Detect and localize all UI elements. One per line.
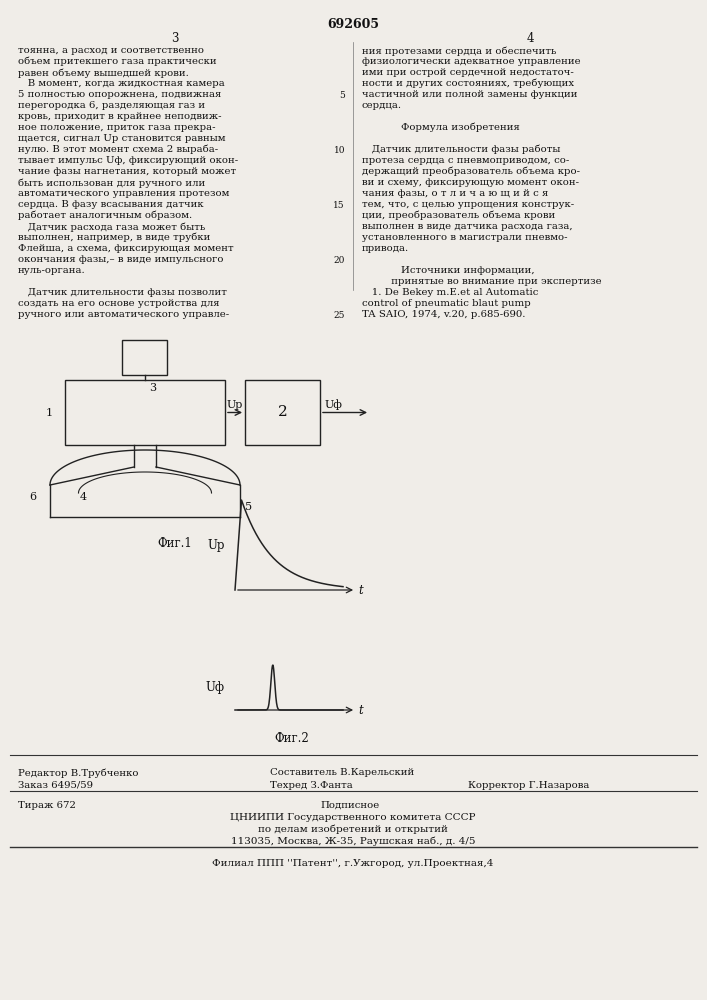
Text: В момент, когда жидкостная камера: В момент, когда жидкостная камера xyxy=(18,79,225,88)
Text: создать на его основе устройства для: создать на его основе устройства для xyxy=(18,299,219,308)
Text: 5: 5 xyxy=(339,91,345,100)
Text: тывает импульс Uф, фиксирующий окон-: тывает импульс Uф, фиксирующий окон- xyxy=(18,156,238,165)
Text: тем, что, с целью упрощения конструк-: тем, что, с целью упрощения конструк- xyxy=(362,200,574,209)
Text: Датчик расхода газа может быть: Датчик расхода газа может быть xyxy=(18,222,205,232)
Text: ное положение, приток газа прекра-: ное положение, приток газа прекра- xyxy=(18,123,216,132)
Text: ния протезами сердца и обеспечить: ния протезами сердца и обеспечить xyxy=(362,46,556,55)
Text: Датчик длительности фазы позволит: Датчик длительности фазы позволит xyxy=(18,288,227,297)
Text: Uф: Uф xyxy=(325,399,343,410)
Text: ручного или автоматического управле-: ручного или автоматического управле- xyxy=(18,310,229,319)
Text: кровь, приходит в крайнее неподвиж-: кровь, приходит в крайнее неподвиж- xyxy=(18,112,221,121)
Text: 15: 15 xyxy=(334,201,345,210)
Text: 3: 3 xyxy=(149,383,156,393)
Text: Флейша, а схема, фиксирующая момент: Флейша, а схема, фиксирующая момент xyxy=(18,244,233,253)
Text: 5 полностью опорожнена, подвижная: 5 полностью опорожнена, подвижная xyxy=(18,90,221,99)
Text: равен объему вышедшей крови.: равен объему вышедшей крови. xyxy=(18,68,189,78)
Text: 113035, Москва, Ж-35, Раушская наб., д. 4/5: 113035, Москва, Ж-35, Раушская наб., д. … xyxy=(230,837,475,846)
Text: протеза сердца с пневмоприводом, со-: протеза сердца с пневмоприводом, со- xyxy=(362,156,569,165)
Text: 692605: 692605 xyxy=(327,18,379,31)
Text: Фиг.1: Фиг.1 xyxy=(158,537,192,550)
Text: Тираж 672: Тираж 672 xyxy=(18,801,76,810)
Text: Uф: Uф xyxy=(206,681,225,694)
Text: ЦНИИПИ Государственного комитета СССР: ЦНИИПИ Государственного комитета СССР xyxy=(230,813,476,822)
Text: чание фазы нагнетания, который может: чание фазы нагнетания, который может xyxy=(18,167,236,176)
Text: выполнен, например, в виде трубки: выполнен, например, в виде трубки xyxy=(18,233,211,242)
Text: 1: 1 xyxy=(46,408,53,418)
Text: сердца.: сердца. xyxy=(362,101,402,110)
Text: 2: 2 xyxy=(278,406,287,420)
Text: выполнен в виде датчика расхода газа,: выполнен в виде датчика расхода газа, xyxy=(362,222,573,231)
Text: Корректор Г.Назарова: Корректор Г.Назарова xyxy=(468,781,590,790)
Text: Датчик длительности фазы работы: Датчик длительности фазы работы xyxy=(362,145,561,154)
Bar xyxy=(65,380,225,445)
Text: t: t xyxy=(358,584,363,596)
Text: Техред З.Фанта: Техред З.Фанта xyxy=(270,781,353,790)
Text: 20: 20 xyxy=(334,256,345,265)
Text: Редактор В.Трубченко: Редактор В.Трубченко xyxy=(18,768,139,778)
Text: нуль-органа.: нуль-органа. xyxy=(18,266,86,275)
Bar xyxy=(122,340,168,375)
Text: 5: 5 xyxy=(245,502,252,512)
Text: ности и других состояниях, требующих: ности и других состояниях, требующих xyxy=(362,79,574,89)
Text: Филиал ППП ''Патент'', г.Ужгород, ул.Проектная,4: Филиал ППП ''Патент'', г.Ужгород, ул.Про… xyxy=(212,859,493,868)
Text: физиологически адекватное управление: физиологически адекватное управление xyxy=(362,57,580,66)
Text: работает аналогичным образом.: работает аналогичным образом. xyxy=(18,211,192,221)
Text: Фиг.2: Фиг.2 xyxy=(274,732,309,745)
Text: установленного в магистрали пневмо-: установленного в магистрали пневмо- xyxy=(362,233,568,242)
Text: TA SAIO, 1974, v.20, p.685-690.: TA SAIO, 1974, v.20, p.685-690. xyxy=(362,310,525,319)
Text: ции, преобразователь объема крови: ции, преобразователь объема крови xyxy=(362,211,555,221)
Text: привода.: привода. xyxy=(362,244,409,253)
Text: 4: 4 xyxy=(526,32,534,45)
Text: ими при острой сердечной недостаточ-: ими при острой сердечной недостаточ- xyxy=(362,68,574,77)
Text: 10: 10 xyxy=(334,146,345,155)
Text: быть использован для ручного или: быть использован для ручного или xyxy=(18,178,205,188)
Text: принятые во внимание при экспертизе: принятые во внимание при экспертизе xyxy=(362,277,602,286)
Text: объем притекшего газа практически: объем притекшего газа практически xyxy=(18,57,216,66)
Text: перегородка 6, разделяющая газ и: перегородка 6, разделяющая газ и xyxy=(18,101,205,110)
Text: щается, сигнал Up становится равным: щается, сигнал Up становится равным xyxy=(18,134,226,143)
Text: Подписное: Подписное xyxy=(320,801,379,810)
Text: Составитель В.Карельский: Составитель В.Карельский xyxy=(270,768,414,777)
Text: 25: 25 xyxy=(334,311,345,320)
Text: Up: Up xyxy=(227,399,243,410)
Text: control of pneumatic blaut pump: control of pneumatic blaut pump xyxy=(362,299,531,308)
Bar xyxy=(245,380,320,445)
Text: t: t xyxy=(358,704,363,716)
Text: частичной или полной замены функции: частичной или полной замены функции xyxy=(362,90,578,99)
Text: окончания фазы,– в виде импульсного: окончания фазы,– в виде импульсного xyxy=(18,255,223,264)
Text: 3: 3 xyxy=(171,32,179,45)
Text: ви и схему, фиксирующую момент окон-: ви и схему, фиксирующую момент окон- xyxy=(362,178,579,187)
Text: 6: 6 xyxy=(29,492,36,502)
Text: Заказ 6495/59: Заказ 6495/59 xyxy=(18,781,93,790)
Text: держащий преобразователь объема кро-: держащий преобразователь объема кро- xyxy=(362,167,580,176)
Text: Up: Up xyxy=(207,538,225,552)
Text: Формула изобретения: Формула изобретения xyxy=(362,123,520,132)
Text: тоянна, а расход и соответственно: тоянна, а расход и соответственно xyxy=(18,46,204,55)
Text: автоматического управления протезом: автоматического управления протезом xyxy=(18,189,229,198)
Text: сердца. В фазу всасывания датчик: сердца. В фазу всасывания датчик xyxy=(18,200,204,209)
Text: чания фазы, о т л и ч а ю щ и й с я: чания фазы, о т л и ч а ю щ и й с я xyxy=(362,189,548,198)
Text: нулю. В этот момент схема 2 выраба-: нулю. В этот момент схема 2 выраба- xyxy=(18,145,218,154)
Text: Источники информации,: Источники информации, xyxy=(362,266,534,275)
Text: 1. De Bekey m.E.et al Automatic: 1. De Bekey m.E.et al Automatic xyxy=(362,288,538,297)
Text: 4: 4 xyxy=(80,492,87,502)
Text: по делам изобретений и открытий: по делам изобретений и открытий xyxy=(258,825,448,834)
